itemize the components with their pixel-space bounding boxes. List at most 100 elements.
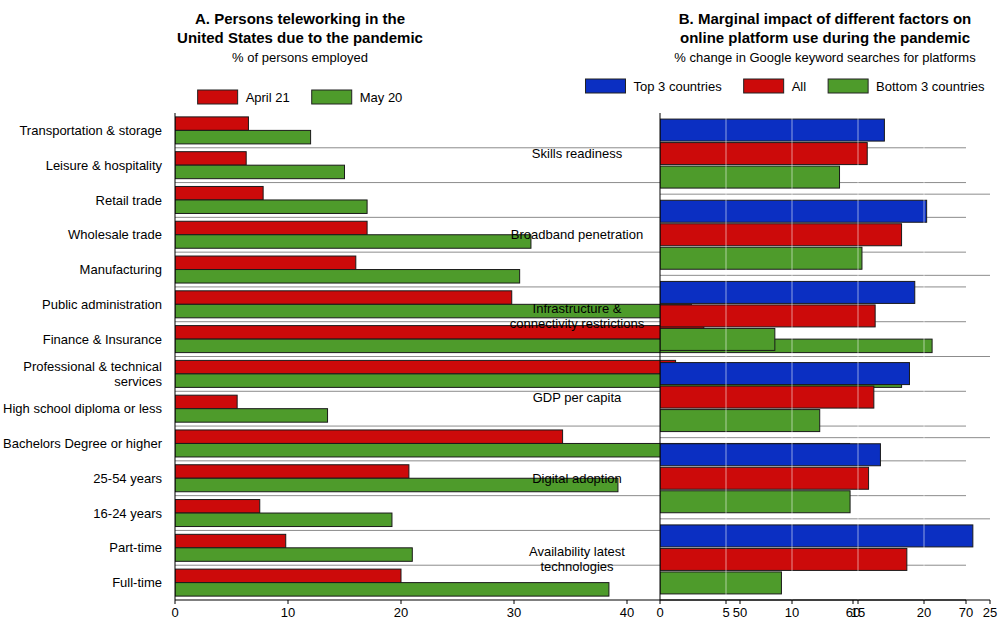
category-label: GDP per capita [533,390,622,405]
bar [175,360,676,374]
text-line: Full-time [112,575,162,590]
category-label: Leisure & hospitality [46,158,163,173]
tick-label: 30 [507,605,521,620]
text-line: Broadband penetration [511,227,643,242]
category-separator [660,518,990,519]
text-line: Public administration [42,297,162,312]
legend-label: Top 3 countries [633,79,722,94]
tick [924,600,925,604]
y-axis-line [175,113,176,600]
category-label: High school diploma or less [3,401,162,416]
grid-line [858,113,859,600]
text-line: Professional & technical [23,359,162,374]
bar [660,525,973,547]
tick [514,600,515,604]
tick-label: 20 [917,605,931,620]
bar [175,500,260,514]
category-label: Wholesale trade [68,227,162,242]
category-separator [660,275,990,276]
bar [175,465,409,479]
bar [175,513,392,527]
bar [660,410,820,432]
bar [660,467,869,489]
subtitle: % change in Google keyword searches for … [674,50,976,65]
legend-swatch [828,79,868,93]
bar [660,247,862,269]
category-separator [175,182,966,183]
bar [660,281,915,303]
bar [175,339,932,353]
tick [726,600,727,604]
text-line: GDP per capita [533,390,622,405]
bar [660,491,850,513]
panel: B. Marginal impact of different factors … [510,10,997,620]
bar [175,117,248,130]
bar [660,166,840,188]
bar [660,386,874,408]
bar [175,534,286,548]
chart-canvas: A. Persons teleworking in theUnited Stat… [0,0,1000,625]
category-label: 16-24 years [93,506,162,521]
bar [175,130,311,144]
tick-label: 5 [722,605,729,620]
bar [175,256,356,270]
panel: A. Persons teleworking in theUnited Stat… [3,10,973,620]
bar [660,305,875,327]
tick [627,600,628,604]
bar [175,186,263,200]
legend-swatch [312,90,352,104]
text-line: Finance & Insurance [43,332,162,347]
bar [660,119,884,141]
bar [175,235,531,249]
x-axis-line [660,600,990,601]
legend-label: April 21 [246,90,290,105]
text-line: Bachelors Degree or higher [3,436,163,451]
category-label: Finance & Insurance [43,332,162,347]
legend-swatch [585,79,625,93]
text-line: 25-54 years [93,471,162,486]
bar [660,444,880,466]
tick-label: 15 [851,605,865,620]
category-label: Transportation & storage [19,123,162,138]
tick-label: 0 [171,605,178,620]
bar [660,200,927,222]
tick-label: 10 [785,605,799,620]
category-label: Manufacturing [80,262,162,277]
text-line: Leisure & hospitality [46,158,163,173]
tick-label: 10 [281,605,295,620]
text-line: Retail trade [96,193,162,208]
bar [175,165,345,179]
bar [175,548,412,562]
title-line: online platform use during the pandemic [680,29,970,46]
bar [660,363,909,385]
tick-label: 70 [959,605,973,620]
grid-line [726,113,727,600]
title: B. Marginal impact of different factors … [679,10,972,46]
text-line: Digital adoption [532,471,622,486]
text-line: Availability latest [529,544,625,559]
tick-label: 25 [983,605,997,620]
text-line: Transportation & storage [19,123,162,138]
category-label: Professional & technicalservices [23,359,162,389]
bar [660,572,781,594]
category-label: Part-time [109,540,162,555]
category-label: Bachelors Degree or higher [3,436,163,451]
bar [175,583,609,597]
text-line: Manufacturing [80,262,162,277]
tick-label: 40 [620,605,634,620]
category-separator [175,426,966,427]
category-separator [660,194,990,195]
tick [853,600,854,604]
bar [660,224,902,246]
bar [175,409,328,423]
title: A. Persons teleworking in theUnited Stat… [177,10,423,46]
bar [175,270,520,284]
tick [660,600,661,604]
category-separator [660,437,990,438]
tick-label: 20 [394,605,408,620]
title-line: A. Persons teleworking in the [195,10,405,27]
text-line: Skills readiness [532,146,623,161]
text-line: technologies [541,559,614,574]
category-label: Availability latesttechnologies [529,544,625,574]
category-label: Retail trade [96,193,162,208]
